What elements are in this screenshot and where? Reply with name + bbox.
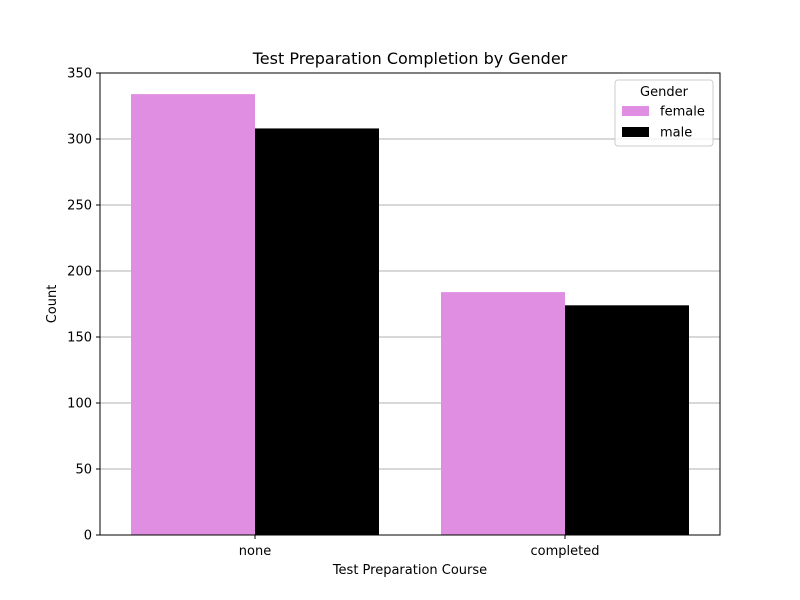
y-tick-label: 200 (67, 265, 92, 280)
bar-female-none (131, 94, 255, 536)
y-tick-label: 350 (67, 67, 92, 82)
plot-frame (99, 72, 721, 536)
x-axis-title: Test Preparation Course (332, 563, 487, 578)
chart-title: Test Preparation Completion by Gender (252, 49, 568, 68)
y-tick-label: 300 (67, 133, 92, 148)
x-tick-label: none (239, 544, 271, 559)
bar-male-completed (565, 305, 689, 535)
legend-label-male: male (660, 126, 692, 141)
y-tick-label: 150 (67, 331, 92, 346)
x-axis: none completed (239, 535, 600, 559)
y-tick-label: 100 (67, 397, 92, 412)
y-tick-label: 50 (75, 463, 92, 478)
y-tick-label: 0 (84, 529, 92, 544)
bar-female-completed (441, 292, 565, 535)
legend-swatch-male (622, 127, 649, 137)
legend-swatch-female (622, 106, 649, 116)
y-tick-label: 250 (67, 199, 92, 214)
legend-title: Gender (640, 85, 689, 100)
bar-male-none (255, 128, 379, 535)
y-axis-title: Count (45, 285, 60, 324)
legend-entries: female male (622, 105, 705, 141)
legend-label-female: female (660, 105, 705, 120)
bars-layer (131, 94, 689, 536)
y-axis: 0 50 100 150 200 250 300 350 (67, 67, 100, 544)
legend: Gender female male (614, 79, 714, 147)
x-tick-label: completed (531, 544, 600, 559)
